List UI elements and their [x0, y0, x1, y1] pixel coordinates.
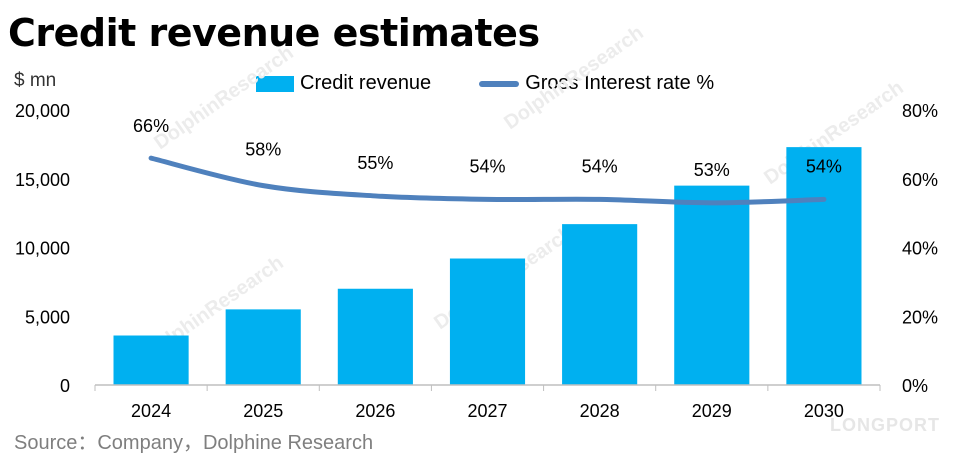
bar-2029: [674, 185, 750, 385]
watermark-text: DolphinResearch: [150, 42, 297, 154]
bar-2025: [225, 309, 301, 385]
interest-rate-line: [148, 155, 827, 206]
source-note: Source：Company，Dolphine Research: [14, 432, 374, 454]
brand-watermark: LONGPORT: [830, 415, 940, 435]
x-tick-label-2025: 2025: [243, 401, 283, 421]
y-tick-label: 5,000: [25, 307, 70, 327]
x-tick-label-2024: 2024: [131, 401, 171, 421]
y2-tick-label: 0%: [902, 376, 928, 396]
rate-label-2026: 55%: [357, 153, 393, 173]
bar-series-credit-revenue: [113, 147, 862, 385]
bar-2026: [337, 288, 413, 385]
rate-label-2027: 54%: [469, 156, 505, 176]
x-tick-label-2030: 2030: [804, 401, 844, 421]
rate-label-2024: 66%: [133, 116, 169, 136]
line-series-gross-interest-rate: [148, 155, 827, 206]
y-tick-label: 0: [60, 376, 70, 396]
watermark-text: DolphinResearch: [500, 22, 647, 134]
legend-line-label: Gross Interest rate %: [525, 72, 715, 94]
data-labels: 66% 58% 55% 54% 54% 53% 54%: [133, 116, 842, 180]
rate-label-2029: 53%: [694, 160, 730, 180]
rate-label-2028: 54%: [582, 156, 618, 176]
y-tick-label: 10,000: [15, 239, 70, 259]
chart-title: Credit revenue estimates: [8, 11, 540, 55]
y-axis-unit-label: $ mn: [14, 70, 57, 91]
y2-tick-label: 80%: [902, 101, 938, 121]
chart-axes: 2024 2025 2026 2027 2028 2029 2030 0 5,000 10,000…: [15, 101, 938, 421]
y2-tick-label: 40%: [902, 239, 938, 259]
chart-legend: Credit revenue Gross Interest rate %: [256, 72, 714, 95]
legend-line-swatch: [479, 80, 520, 87]
x-tick-label-2027: 2027: [467, 401, 507, 421]
x-tick-label-2026: 2026: [355, 401, 395, 421]
y2-tick-label: 60%: [902, 170, 938, 190]
legend-bar-swatch: [256, 75, 294, 92]
rate-label-2030: 54%: [806, 156, 842, 176]
bar-2024: [113, 335, 189, 385]
legend-bar-label: Credit revenue: [300, 72, 432, 94]
y-tick-label: 20,000: [15, 101, 70, 121]
bar-2028: [562, 224, 638, 385]
y2-tick-label: 20%: [902, 307, 938, 327]
bar-2030: [786, 147, 862, 385]
x-tick-label-2028: 2028: [580, 401, 620, 421]
x-tick-label-2029: 2029: [692, 401, 732, 421]
rate-label-2025: 58%: [245, 140, 281, 160]
bar-2027: [449, 258, 526, 385]
y-tick-label: 15,000: [15, 170, 70, 190]
